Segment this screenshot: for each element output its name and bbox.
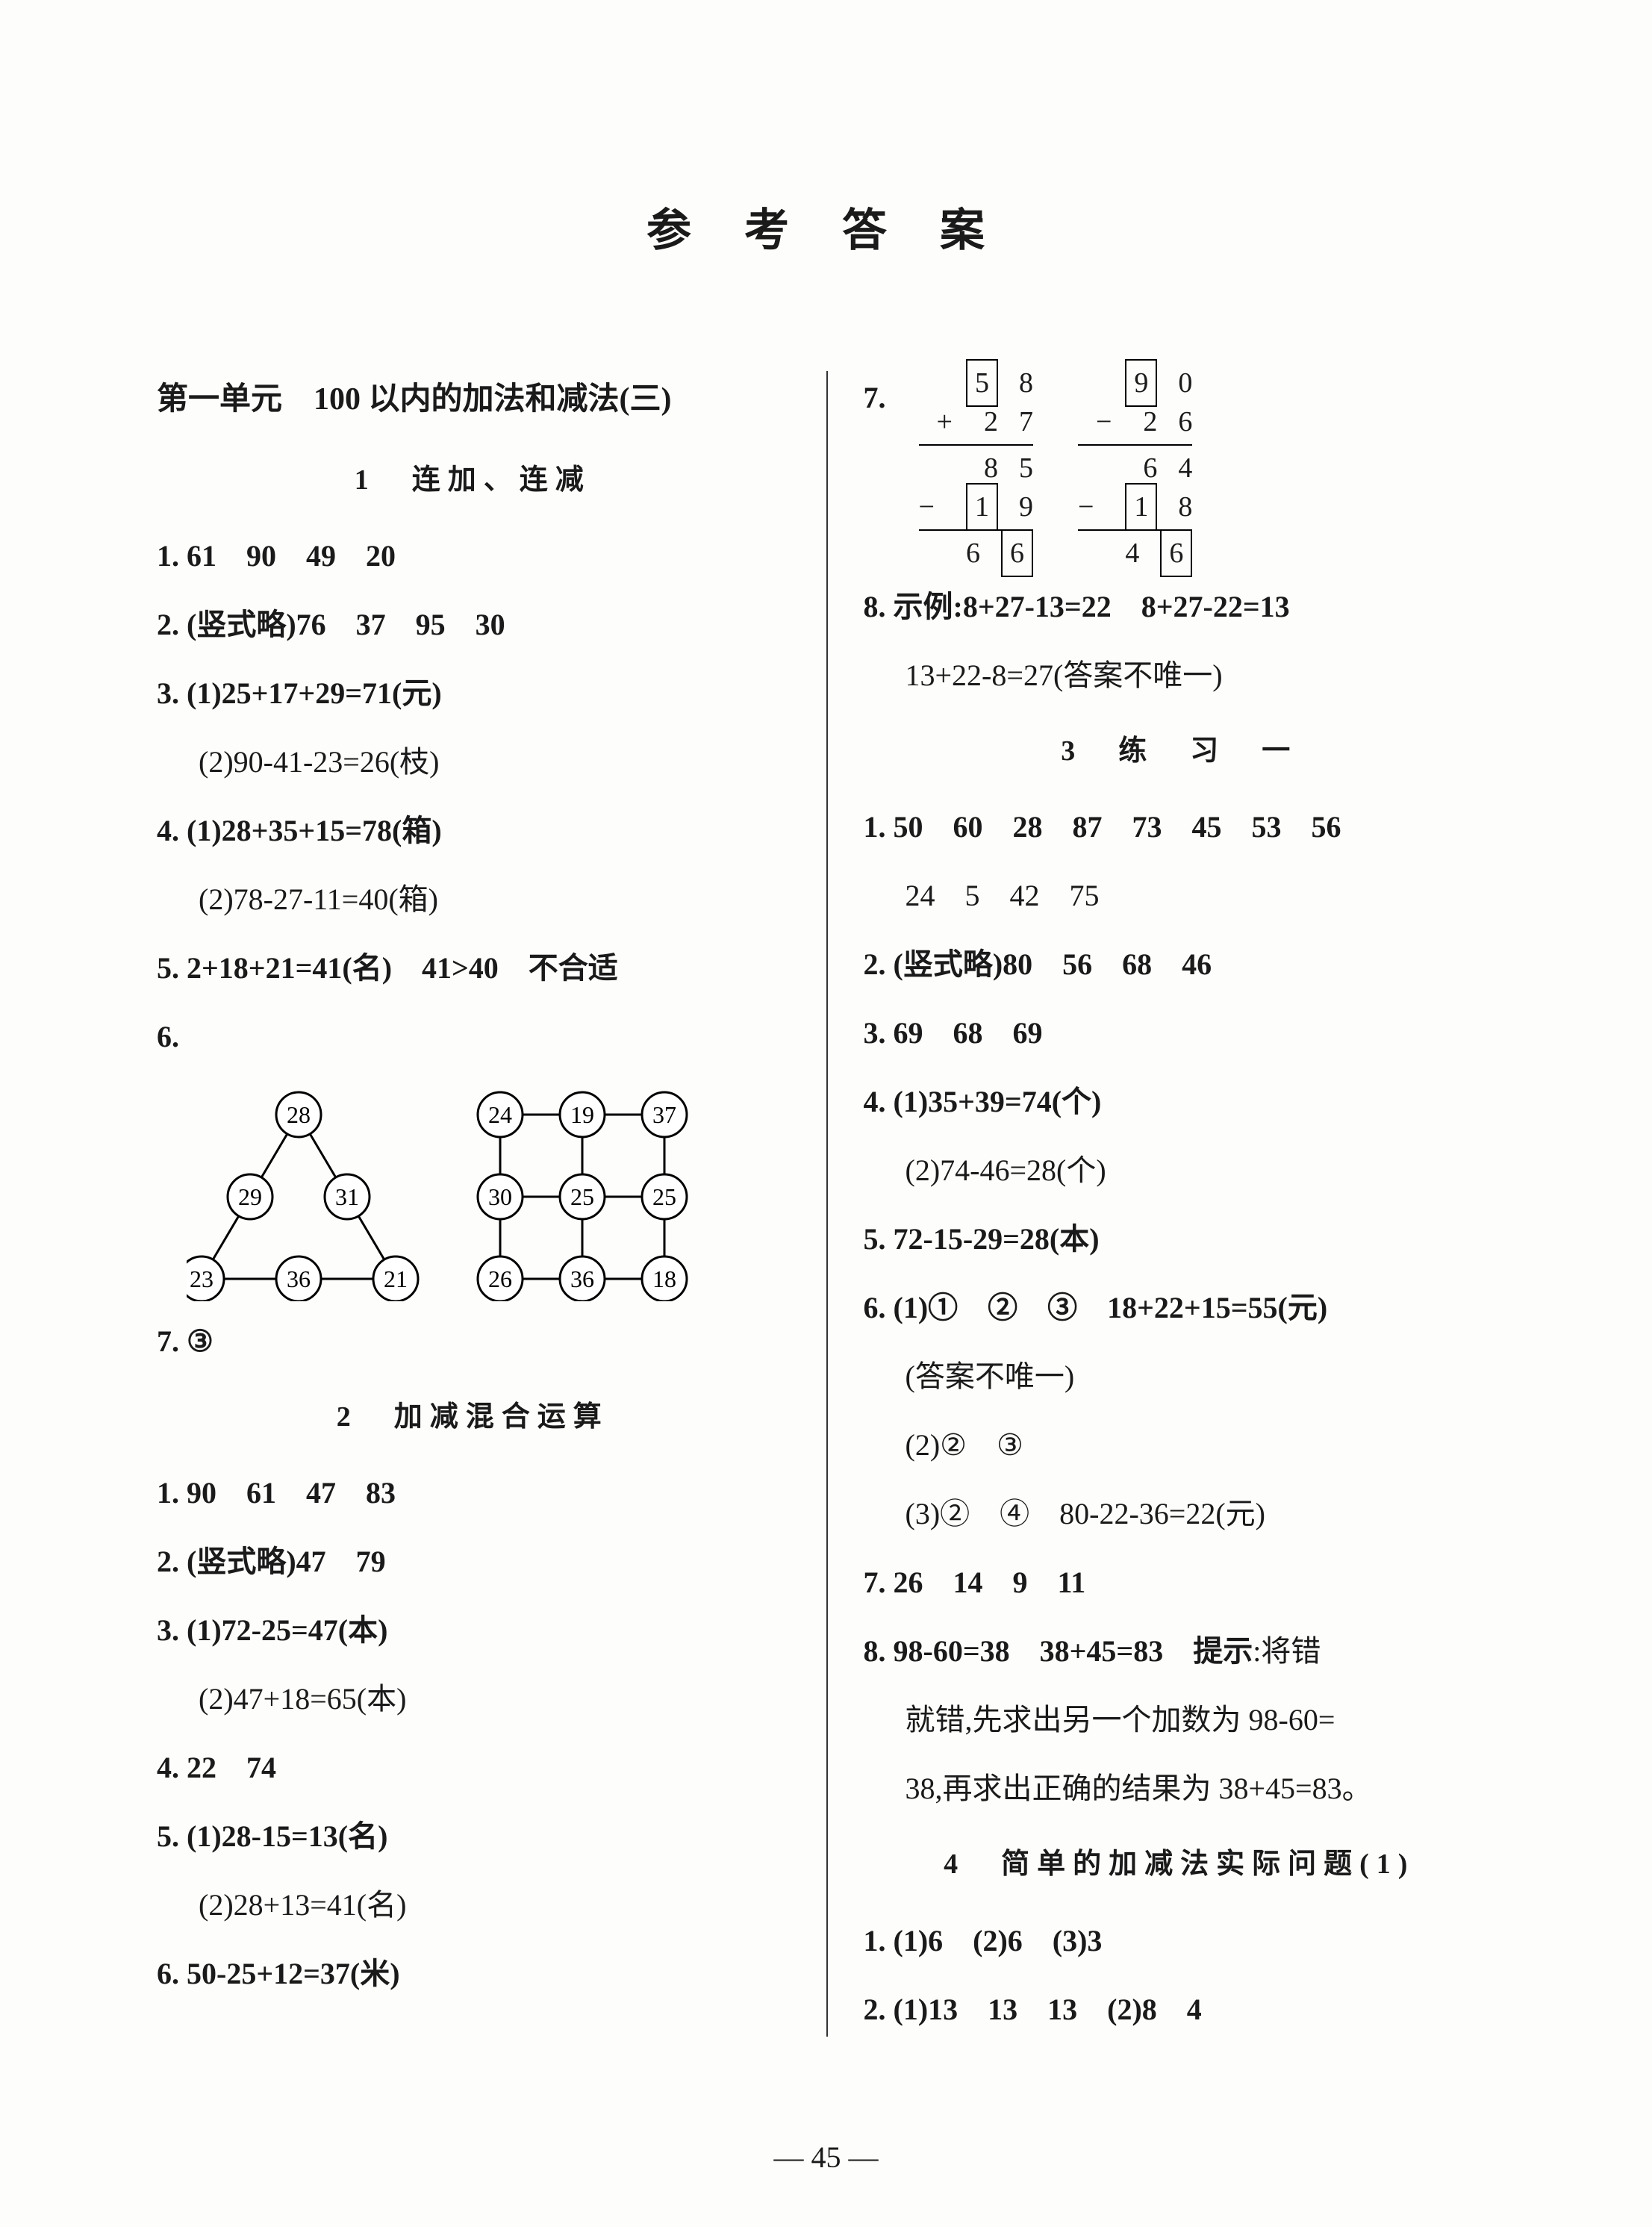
column-divider	[826, 371, 828, 2037]
q6-diagrams: 28 29 31 23 36 21 24 19 37 30 25 25 26 36 18	[187, 1077, 754, 1301]
svg-text:26: 26	[488, 1265, 512, 1292]
answer-line: 8. 98-60=38 38+45=83 提示:将错	[864, 1617, 1496, 1686]
svg-text:36: 36	[570, 1265, 594, 1292]
q7-label: 7.	[864, 364, 886, 432]
answer-line: 38,再求出正确的结果为 38+45=83。	[864, 1754, 1496, 1823]
svg-text:25: 25	[570, 1183, 594, 1210]
answer-line: 1. 50 60 28 87 73 45 53 56	[864, 793, 1496, 862]
answer-line: 4. 22 74	[157, 1734, 789, 1802]
answer-line: 24 5 42 75	[864, 862, 1496, 930]
answer-line: 3. (1)25+17+29=71(元)	[157, 659, 789, 728]
answer-line: 4. (1)28+35+15=78(箱)	[157, 797, 789, 865]
answer-line: 8. 示例:8+27-13=22 8+27-22=13	[864, 573, 1496, 641]
svg-text:19: 19	[570, 1101, 594, 1128]
section-3-title: 3 练 习 一	[864, 719, 1496, 784]
answer-line: (2)28+13=41(名)	[157, 1871, 789, 1940]
svg-text:36: 36	[287, 1265, 311, 1292]
answer-line: 1. 90 61 47 83	[157, 1459, 789, 1527]
two-column-layout: 第一单元 100 以内的加法和减法(三) 1 连加、连减 1. 61 90 49…	[157, 364, 1495, 2044]
section-2-title: 2 加减混合运算	[157, 1385, 789, 1450]
answer-line: 5. 2+18+21=41(名) 41>40 不合适	[157, 934, 789, 1003]
answer-line: 3. (1)72-25=47(本)	[157, 1596, 789, 1665]
left-column: 第一单元 100 以内的加法和减法(三) 1 连加、连减 1. 61 90 49…	[157, 364, 819, 2044]
right-column: 7. 58+2785−1966 90−2664−1846 8. 示例:8+27-…	[819, 364, 1496, 2044]
svg-text:23: 23	[190, 1265, 213, 1292]
svg-text:25: 25	[652, 1183, 676, 1210]
answer-line: 2. (1)13 13 13 (2)8 4	[864, 1975, 1496, 2044]
answer-line: 就错,先求出另一个加数为 98-60=	[864, 1686, 1496, 1754]
q6-label: 6.	[157, 1003, 789, 1071]
answer-line: 5. 72-15-29=28(本)	[864, 1205, 1496, 1274]
vertical-calc-2: 90−2664−1846	[1078, 364, 1192, 573]
answer-line: 1. (1)6 (2)6 (3)3	[864, 1907, 1496, 1975]
answer-line: (答案不唯一)	[864, 1342, 1496, 1411]
section-1-title: 1 连加、连减	[157, 448, 789, 513]
answer-line: (2)74-46=28(个)	[864, 1136, 1496, 1205]
answer-line: 7. ③	[157, 1307, 789, 1376]
answer-line: 3. 69 68 69	[864, 999, 1496, 1068]
answer-line: 6. 50-25+12=37(米)	[157, 1940, 789, 2008]
svg-text:24: 24	[488, 1101, 512, 1128]
answer-line: 13+22-8=27(答案不唯一)	[864, 641, 1496, 710]
svg-text:30: 30	[488, 1183, 512, 1210]
answer-line: (2)90-41-23=26(枝)	[157, 728, 789, 797]
vertical-calc-1: 58+2785−1966	[919, 364, 1033, 573]
svg-text:37: 37	[652, 1101, 676, 1128]
answer-line: 2. (竖式略)76 37 95 30	[157, 591, 789, 659]
answer-line: 2. (竖式略)47 79	[157, 1527, 789, 1596]
answer-line: (2)47+18=65(本)	[157, 1665, 789, 1734]
answer-line: (3)② ④ 80-22-36=22(元)	[864, 1480, 1496, 1548]
answer-line: (2)78-27-11=40(箱)	[157, 865, 789, 934]
svg-text:28: 28	[287, 1101, 311, 1128]
answer-line: (2)② ③	[864, 1411, 1496, 1480]
svg-text:21: 21	[384, 1265, 408, 1292]
answer-line: 5. (1)28-15=13(名)	[157, 1802, 789, 1871]
answer-line: 2. (竖式略)80 56 68 46	[864, 930, 1496, 999]
page-title: 参 考 答 案	[157, 194, 1495, 259]
svg-text:29: 29	[238, 1183, 262, 1210]
page-number: — 45 —	[0, 2140, 1652, 2175]
answer-line: 7. 26 14 9 11	[864, 1548, 1496, 1617]
unit-title: 第一单元 100 以内的加法和减法(三)	[157, 364, 789, 436]
answer-line: 4. (1)35+39=74(个)	[864, 1068, 1496, 1136]
svg-text:31: 31	[335, 1183, 359, 1210]
svg-text:18: 18	[652, 1265, 676, 1292]
section-4-title: 4 简单的加减法实际问题(1)	[864, 1832, 1496, 1897]
q7-vertical-calc: 7. 58+2785−1966 90−2664−1846	[864, 364, 1496, 573]
answer-line: 1. 61 90 49 20	[157, 522, 789, 591]
answer-line: 6. (1)① ② ③ 18+22+15=55(元)	[864, 1274, 1496, 1342]
